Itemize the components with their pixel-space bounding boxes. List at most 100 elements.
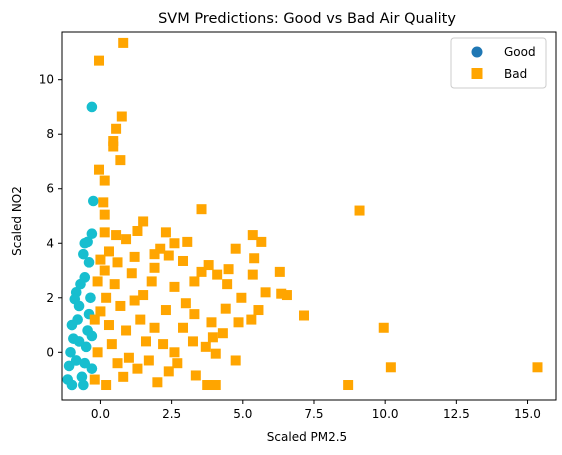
y-tick-label: 2 — [46, 291, 54, 305]
bad-point — [189, 276, 200, 287]
y-axis-label: Scaled NO2 — [10, 186, 24, 256]
legend-good-marker — [471, 46, 483, 58]
bad-point — [123, 352, 134, 363]
bad-point — [103, 246, 114, 257]
bad-point — [109, 279, 120, 290]
good-point — [65, 346, 76, 358]
bad-point — [112, 257, 123, 268]
bad-point — [354, 205, 365, 216]
good-point — [86, 363, 98, 374]
bad-point — [121, 234, 132, 245]
chart-title: SVM Predictions: Good vs Bad Air Quality — [158, 11, 456, 27]
bad-point — [178, 322, 189, 333]
good-point — [73, 336, 85, 347]
bad-point — [190, 370, 201, 381]
points-layer — [62, 37, 543, 391]
bad-point — [92, 276, 103, 287]
bad-point — [202, 380, 213, 391]
bad-point — [155, 243, 166, 254]
bad-point — [99, 175, 110, 186]
good-point — [75, 278, 86, 290]
legend-good-label: Good — [504, 45, 536, 59]
bad-point — [163, 366, 174, 377]
plot-frame — [61, 31, 557, 401]
bad-point — [178, 255, 189, 266]
bad-point — [103, 320, 114, 331]
bad-point — [343, 380, 354, 391]
bad-point — [111, 230, 122, 241]
bad-point — [152, 377, 163, 388]
bad-point — [126, 268, 137, 279]
bad-point — [378, 322, 389, 333]
bad-point — [116, 111, 127, 122]
good-point — [86, 330, 98, 342]
bad-point — [207, 332, 218, 343]
bad-point — [246, 314, 257, 325]
bad-point — [99, 227, 110, 238]
bad-point — [118, 371, 129, 382]
bad-point — [253, 305, 264, 316]
bad-point — [129, 251, 140, 262]
bad-point — [92, 347, 103, 358]
bad-point — [187, 336, 198, 347]
bad-point — [106, 339, 117, 350]
bad-point — [260, 287, 271, 298]
bad-point — [247, 269, 258, 280]
bad-point — [94, 55, 105, 66]
bad-point — [99, 209, 110, 220]
bad-point — [146, 276, 157, 287]
bad-point — [169, 238, 180, 249]
y-tick-label: 4 — [46, 236, 54, 250]
legend: Good Bad — [450, 37, 547, 89]
bad-point — [95, 254, 106, 265]
bad-point — [99, 265, 110, 276]
bad-point — [111, 123, 122, 134]
good-point — [78, 248, 89, 260]
bad-point — [196, 204, 207, 215]
ticks-layer: 0.0 2.5 5.0 7.5 10.0 12.5 15.0 0 2 4 6 8 10 — [39, 73, 541, 421]
good-point — [85, 292, 96, 304]
x-axis-label: Scaled PM2.5 — [267, 430, 347, 444]
x-tick-label: 5.0 — [233, 407, 252, 421]
bad-point — [132, 225, 143, 236]
bad-point — [101, 380, 112, 391]
bad-point — [276, 288, 287, 299]
bad-point — [149, 262, 160, 273]
bad-point — [206, 317, 217, 328]
bad-point — [132, 363, 143, 374]
good-point — [78, 379, 89, 391]
bad-point — [230, 243, 241, 254]
bad-point — [138, 290, 149, 301]
bad-point — [94, 164, 105, 175]
bad-point — [89, 374, 100, 385]
bad-point — [143, 355, 154, 366]
good-point — [82, 236, 93, 248]
bad-point — [210, 348, 221, 359]
bad-point — [169, 281, 180, 292]
bad-point — [115, 300, 126, 311]
bad-point — [299, 310, 310, 321]
bad-point — [220, 303, 231, 314]
bad-point — [160, 227, 171, 238]
bad-point — [281, 290, 292, 301]
y-tick-label: 6 — [46, 182, 54, 196]
bad-point — [385, 362, 396, 373]
good-point — [86, 228, 98, 240]
bad-point — [223, 264, 234, 275]
bad-point — [108, 136, 119, 147]
bad-point — [212, 269, 223, 280]
bad-point — [149, 322, 160, 333]
bad-point — [274, 266, 285, 277]
good-point — [86, 101, 98, 113]
x-tick-label: 0.0 — [91, 407, 110, 421]
bad-point — [160, 305, 171, 316]
good-point — [73, 300, 85, 312]
good-point — [70, 355, 82, 366]
good-point — [88, 195, 99, 207]
y-tick-label: 10 — [39, 73, 54, 87]
bad-point — [200, 341, 211, 352]
x-tick-label: 10.0 — [372, 407, 399, 421]
bad-point — [138, 216, 149, 227]
bad-point — [217, 328, 228, 339]
